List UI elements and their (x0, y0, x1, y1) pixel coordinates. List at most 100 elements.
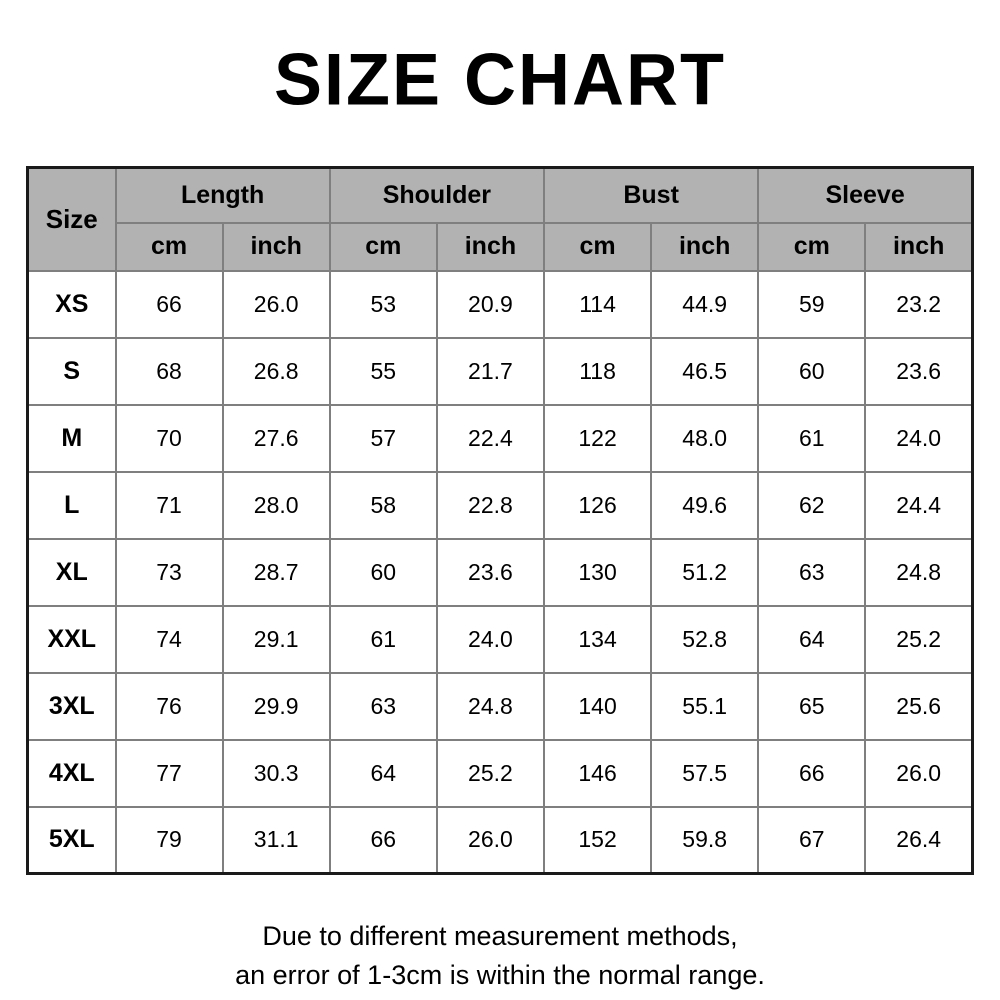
table-cell: 23.6 (864, 336, 974, 406)
table-cell: 60 (328, 537, 438, 607)
measurement-note: Due to different measurement methods, an… (0, 917, 1000, 995)
column-group-shoulder: Shoulder (328, 166, 546, 224)
sub-header-cm: cm (328, 221, 438, 272)
column-group-bust: Bust (542, 166, 760, 224)
table-cell: 134 (542, 604, 653, 674)
header-unit-row: cm inch cm inch cm inch cm inch (28, 221, 974, 272)
table-cell: 28.7 (221, 537, 331, 607)
table-cell: 68 (114, 336, 224, 406)
measurement-note-line2: an error of 1-3cm is within the normal r… (235, 960, 765, 991)
row-header-size: 3XL (26, 671, 117, 741)
sub-header-cm: cm (114, 221, 224, 272)
page-title: SIZE CHART (274, 39, 726, 121)
table-cell: 52.8 (650, 604, 760, 674)
table-cell: 55.1 (650, 671, 760, 741)
table-cell: 44.9 (650, 269, 760, 339)
table-cell: 57.5 (650, 738, 760, 808)
table-cell: 71 (114, 470, 224, 540)
table-cell: 130 (542, 537, 653, 607)
column-group-sleeve: Sleeve (757, 166, 974, 224)
table-cell: 57 (328, 403, 438, 473)
table-cell: 24.0 (435, 604, 546, 674)
table-cell: 31.1 (221, 805, 331, 875)
row-header-size: 5XL (26, 805, 117, 875)
sub-header-inch: inch (435, 221, 546, 272)
table-cell: 29.9 (221, 671, 331, 741)
row-header-size: M (26, 403, 117, 473)
table-cell: 29.1 (221, 604, 331, 674)
table-cell: 114 (542, 269, 653, 339)
sub-header-inch: inch (864, 221, 974, 272)
sub-header-cm: cm (757, 221, 867, 272)
table-cell: 77 (114, 738, 224, 808)
table-cell: 25.2 (864, 604, 974, 674)
table-cell: 146 (542, 738, 653, 808)
table-body: XS 66 26.0 53 20.9 114 44.9 59 23.2 S 68 26.8 55 21.7… (26, 269, 974, 875)
table-row-4xl: 4XL 77 30.3 64 25.2 146 57.5 66 26.0 (26, 738, 974, 808)
table-cell: 63 (757, 537, 867, 607)
table-cell: 49.6 (650, 470, 760, 540)
table-header: Size Length Shoulder Bust Sleeve cm inch c… (26, 166, 974, 272)
table-cell: 24.8 (864, 537, 974, 607)
measurement-note-line1: Due to different measurement methods, (262, 921, 738, 951)
row-header-size: S (26, 336, 117, 406)
table-row-xs: XS 66 26.0 53 20.9 114 44.9 59 23.2 (26, 269, 974, 339)
table-cell: 22.8 (435, 470, 546, 540)
table-row-m: M 70 27.6 57 22.4 122 48.0 61 24.0 (26, 403, 974, 473)
row-header-size: XL (26, 537, 117, 607)
table-row-l: L 71 28.0 58 22.8 126 49.6 62 24.4 (26, 470, 974, 540)
row-header-size: XS (26, 269, 117, 339)
table-cell: 70 (114, 403, 224, 473)
table-cell: 79 (114, 805, 224, 875)
table-cell: 46.5 (650, 336, 760, 406)
table-cell: 27.6 (221, 403, 331, 473)
size-chart-table: Size Length Shoulder Bust Sleeve cm inch c… (26, 166, 974, 875)
table-cell: 21.7 (435, 336, 546, 406)
table-cell: 22.4 (435, 403, 546, 473)
table-cell: 59.8 (650, 805, 760, 875)
table-cell: 24.0 (864, 403, 974, 473)
table-row-xxl: XXL 74 29.1 61 24.0 134 52.8 64 25.2 (26, 604, 974, 674)
table-cell: 26.0 (221, 269, 331, 339)
sub-header-cm: cm (542, 221, 653, 272)
table-cell: 61 (757, 403, 867, 473)
row-header-size: L (26, 470, 117, 540)
table-cell: 64 (328, 738, 438, 808)
column-group-length: Length (114, 166, 331, 224)
table-cell: 126 (542, 470, 653, 540)
table-cell: 48.0 (650, 403, 760, 473)
table-cell: 26.0 (864, 738, 974, 808)
table-cell: 26.4 (864, 805, 974, 875)
table-cell: 66 (757, 738, 867, 808)
table-cell: 66 (328, 805, 438, 875)
table-cell: 66 (114, 269, 224, 339)
table-cell: 73 (114, 537, 224, 607)
table-cell: 61 (328, 604, 438, 674)
table-row-5xl: 5XL 79 31.1 66 26.0 152 59.8 67 26.4 (26, 805, 974, 875)
table-cell: 152 (542, 805, 653, 875)
table-cell: 51.2 (650, 537, 760, 607)
table-cell: 25.6 (864, 671, 974, 741)
table-cell: 23.6 (435, 537, 546, 607)
table-cell: 60 (757, 336, 867, 406)
table-row-xl: XL 73 28.7 60 23.6 130 51.2 63 24.8 (26, 537, 974, 607)
table-cell: 62 (757, 470, 867, 540)
sub-header-inch: inch (221, 221, 331, 272)
table-cell: 24.8 (435, 671, 546, 741)
header-group-row: Size Length Shoulder Bust Sleeve (26, 166, 974, 272)
table-cell: 122 (542, 403, 653, 473)
table-cell: 140 (542, 671, 653, 741)
table-cell: 74 (114, 604, 224, 674)
table-cell: 67 (757, 805, 867, 875)
column-header-size: Size (26, 166, 117, 272)
table-cell: 26.8 (221, 336, 331, 406)
row-header-size: 4XL (26, 738, 117, 808)
table-cell: 26.0 (435, 805, 546, 875)
table-cell: 55 (328, 336, 438, 406)
table-cell: 76 (114, 671, 224, 741)
table-cell: 53 (328, 269, 438, 339)
table-cell: 30.3 (221, 738, 331, 808)
table-cell: 24.4 (864, 470, 974, 540)
table-cell: 118 (542, 336, 653, 406)
